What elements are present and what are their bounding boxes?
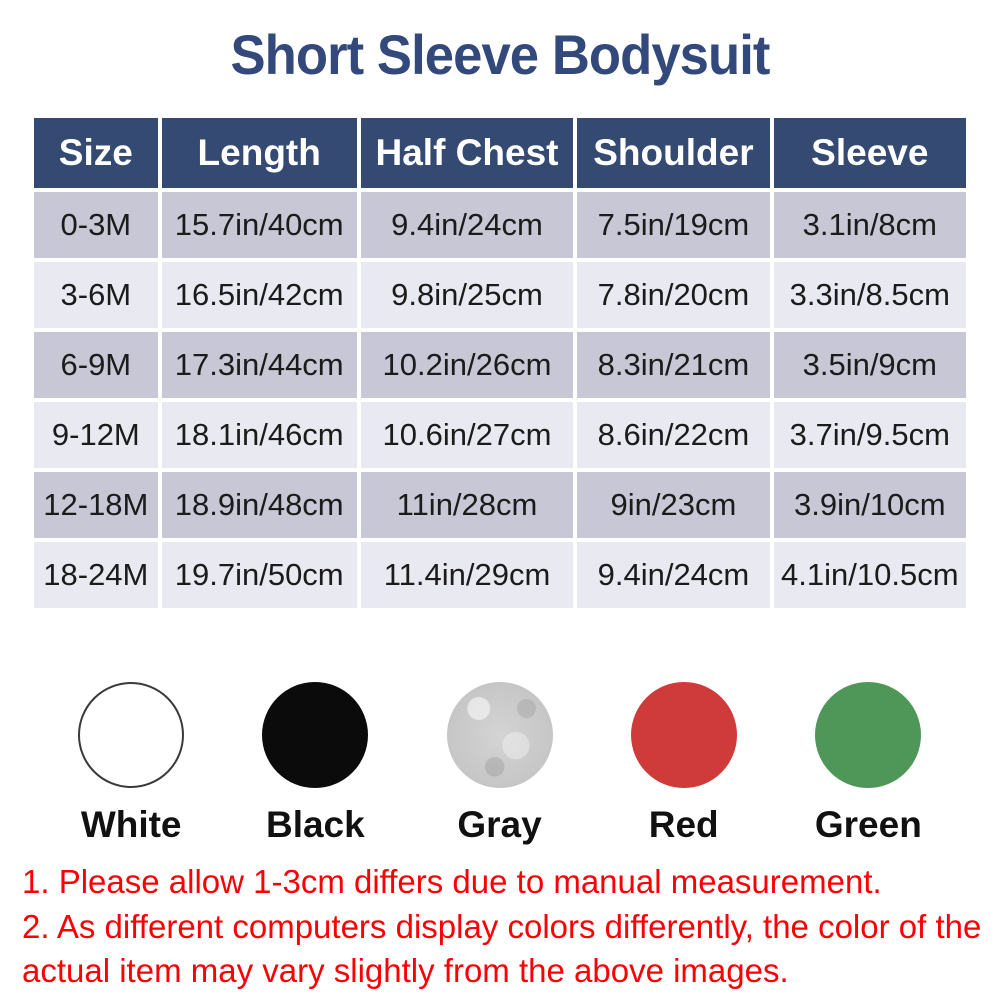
swatch-circle-icon	[262, 682, 369, 788]
column-header: Length	[161, 118, 357, 188]
column-header: Shoulder	[577, 118, 770, 188]
table-cell: 6-9M	[34, 332, 158, 398]
swatch-label: Gray	[457, 804, 542, 845]
swatch-circle-icon	[815, 682, 922, 788]
color-swatch-white: White	[78, 682, 185, 846]
table-row: 0-3M 15.7in/40cm 9.4in/24cm 7.5in/19cm 3.1in…	[34, 192, 966, 258]
table-cell: 10.6in/27cm	[360, 402, 574, 468]
color-swatch-green: Green	[815, 682, 922, 846]
table-cell: 11.4in/29cm	[360, 542, 574, 608]
column-header: Size	[34, 118, 158, 188]
table-cell: 0-3M	[34, 192, 158, 258]
table-cell: 16.5in/42cm	[161, 262, 357, 328]
table-cell: 19.7in/50cm	[161, 542, 357, 608]
table-cell: 18-24M	[34, 542, 158, 608]
swatch-label: White	[80, 804, 182, 845]
swatch-circle-icon	[630, 682, 737, 788]
color-swatch-black: Black	[262, 682, 369, 846]
table-row: 12-18M 18.9in/48cm 11in/28cm 9in/23cm 3.9in/…	[34, 472, 966, 538]
note-line: 2. As different computers display colors…	[22, 907, 982, 990]
swatch-label: Green	[814, 804, 922, 845]
notes: 1. Please allow 1-3cm differs due to man…	[22, 860, 982, 994]
table-cell: 7.5in/19cm	[577, 192, 770, 258]
table-cell: 18.1in/46cm	[161, 402, 357, 468]
table-cell: 17.3in/44cm	[161, 332, 357, 398]
table-row: 6-9M 17.3in/44cm 10.2in/26cm 8.3in/21cm 3.5i…	[34, 332, 966, 398]
table-cell: 3.3in/8.5cm	[773, 262, 966, 328]
note-line: 1. Please allow 1-3cm differs due to man…	[22, 863, 882, 900]
table-row: 18-24M 19.7in/50cm 11.4in/29cm 9.4in/24cm 4.…	[34, 542, 966, 608]
swatch-label: Red	[648, 804, 719, 845]
table-cell: 9.4in/24cm	[577, 542, 770, 608]
table-cell: 18.9in/48cm	[161, 472, 357, 538]
color-swatches: White Black Gray Red Green	[0, 682, 1000, 846]
table-cell: 3.7in/9.5cm	[773, 402, 966, 468]
table-cell: 9.8in/25cm	[360, 262, 574, 328]
table-cell: 3.5in/9cm	[773, 332, 966, 398]
table-cell: 4.1in/10.5cm	[773, 542, 966, 608]
table-cell: 9-12M	[34, 402, 158, 468]
table-cell: 3.9in/10cm	[773, 472, 966, 538]
table-row: 9-12M 18.1in/46cm 10.6in/27cm 8.6in/22cm 3.7…	[34, 402, 966, 468]
table-cell: 8.3in/21cm	[577, 332, 770, 398]
size-table-head: Size Length Half Chest Shoulder Sleeve	[34, 118, 966, 188]
column-header: Half Chest	[360, 118, 574, 188]
table-cell: 7.8in/20cm	[577, 262, 770, 328]
table-row: 3-6M 16.5in/42cm 9.8in/25cm 7.8in/20cm 3.3in…	[34, 262, 966, 328]
table-cell: 9.4in/24cm	[360, 192, 574, 258]
color-swatch-gray: Gray	[446, 682, 553, 846]
swatch-circle-icon	[446, 682, 553, 788]
swatch-circle-icon	[78, 682, 185, 788]
table-cell: 15.7in/40cm	[161, 192, 357, 258]
table-cell: 10.2in/26cm	[360, 332, 574, 398]
header-row: Size Length Half Chest Shoulder Sleeve	[34, 118, 966, 188]
table-cell: 8.6in/22cm	[577, 402, 770, 468]
color-swatch-red: Red	[630, 682, 737, 846]
page-title: Short Sleeve Bodysuit	[230, 23, 771, 86]
size-chart: Size Length Half Chest Shoulder Sleeve 0-3M 1…	[30, 114, 970, 612]
swatch-label: Black	[265, 804, 365, 845]
column-header: Sleeve	[773, 118, 966, 188]
table-cell: 3.1in/8cm	[773, 192, 966, 258]
table-cell: 3-6M	[34, 262, 158, 328]
size-table-body: 0-3M 15.7in/40cm 9.4in/24cm 7.5in/19cm 3.1in…	[34, 192, 966, 608]
table-cell: 12-18M	[34, 472, 158, 538]
table-cell: 11in/28cm	[360, 472, 574, 538]
table-cell: 9in/23cm	[577, 472, 770, 538]
size-table: Size Length Half Chest Shoulder Sleeve 0-3M 1…	[30, 114, 970, 612]
